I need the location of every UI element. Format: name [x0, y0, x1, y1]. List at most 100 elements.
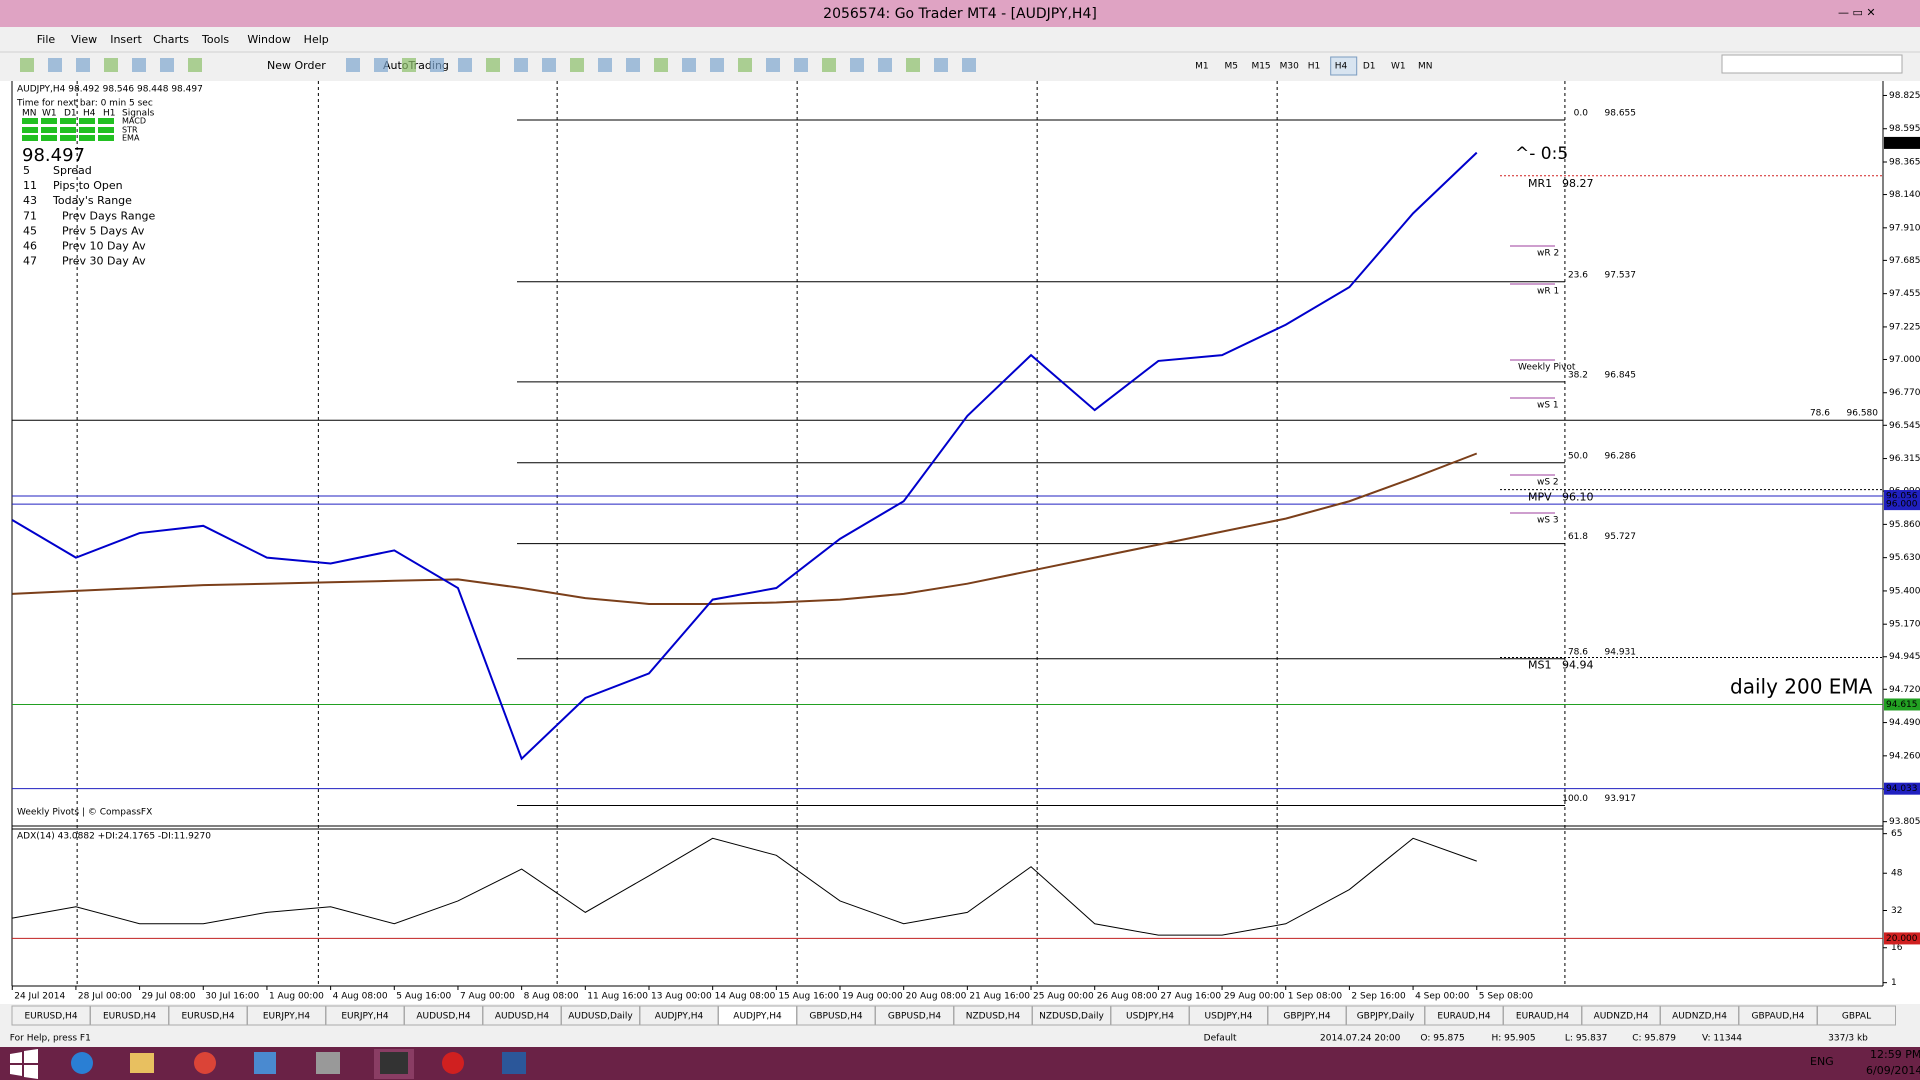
new-order-button[interactable]: New Order	[267, 59, 326, 72]
chart-tab-label[interactable]: EURAUD,H4	[1516, 1012, 1569, 1022]
timeframe-button[interactable]: H4	[1335, 62, 1348, 72]
windows-logo[interactable]	[10, 1049, 38, 1079]
toolbar-icon[interactable]	[160, 58, 174, 72]
word-icon[interactable]	[502, 1052, 526, 1074]
toolbar-icon[interactable]	[822, 58, 836, 72]
toolbar-icon[interactable]	[766, 58, 780, 72]
pivot-price: 98.27	[1562, 177, 1594, 190]
toolbar-icon[interactable]	[20, 58, 34, 72]
ie-icon[interactable]	[71, 1052, 93, 1074]
toolbar-icon[interactable]	[682, 58, 696, 72]
chart-tab-label[interactable]: GBPAL	[1842, 1012, 1871, 1022]
chart-tab-label[interactable]: EURJPY,H4	[341, 1012, 389, 1022]
toolbar-icon[interactable]	[132, 58, 146, 72]
toolbar-icon[interactable]	[738, 58, 752, 72]
timeframe-button[interactable]: W1	[1391, 62, 1406, 72]
search-box[interactable]	[1721, 54, 1903, 74]
chart-tab-label[interactable]: GBPAUD,H4	[1751, 1012, 1804, 1022]
chart-tab-label[interactable]: EURUSD,H4	[103, 1012, 156, 1022]
signal-cell	[98, 127, 114, 133]
menu-item[interactable]: View	[71, 33, 97, 46]
timeframe-button[interactable]: M30	[1280, 62, 1299, 72]
toolbar-icon[interactable]	[710, 58, 724, 72]
y-tick-label: 97.000	[1889, 355, 1920, 365]
toolbar-icon[interactable]	[486, 58, 500, 72]
chart-tab-label[interactable]: AUDUSD,H4	[495, 1012, 550, 1022]
toolbar-icon[interactable]	[374, 58, 388, 72]
info-timer: Time for next bar: 0 min 5 sec	[16, 99, 153, 109]
chart-tab-label[interactable]: AUDUSD,Daily	[568, 1012, 633, 1022]
signal-cell	[79, 127, 95, 133]
explorer-icon[interactable]	[130, 1053, 154, 1073]
chart-tab-label[interactable]: GBPUSD,H4	[809, 1012, 862, 1022]
x-tick-label: 20 Aug 08:00	[906, 992, 967, 1002]
toolbar-icon[interactable]	[878, 58, 892, 72]
timeframe-button[interactable]: MN	[1418, 62, 1433, 72]
menu-item[interactable]: Window	[247, 33, 290, 46]
toolbar-icon[interactable]	[598, 58, 612, 72]
window-controls[interactable]: — ▭ ✕	[1838, 6, 1876, 19]
menu-item[interactable]: Tools	[201, 33, 229, 46]
menu-item[interactable]: Help	[304, 33, 329, 46]
fib-level-label: 0.0	[1574, 109, 1589, 119]
chart-tab-label[interactable]: USDJPY,H4	[1126, 1012, 1174, 1022]
toolbar-icon[interactable]	[626, 58, 640, 72]
timeframe-button[interactable]: M1	[1195, 62, 1209, 72]
chart-tab-label[interactable]: AUDNZD,H4	[1594, 1012, 1649, 1022]
weekly-pivot-label: wR 2	[1537, 249, 1559, 259]
toolbar-icon[interactable]	[48, 58, 62, 72]
toolbar-icon[interactable]	[906, 58, 920, 72]
menu-item[interactable]: Charts	[153, 33, 189, 46]
chart-tab-label[interactable]: EURAUD,H4	[1437, 1012, 1490, 1022]
timeframe-button[interactable]: M5	[1225, 62, 1239, 72]
mt4-icon[interactable]	[380, 1052, 408, 1074]
chart-tab-label[interactable]: NZDUSD,H4	[966, 1012, 1021, 1022]
price-marker-label: 94.033	[1886, 784, 1918, 794]
toolbar-icon[interactable]	[570, 58, 584, 72]
chrome-icon[interactable]	[194, 1052, 216, 1074]
chart-tab-label[interactable]: EURUSD,H4	[181, 1012, 234, 1022]
toolbar-icon[interactable]	[458, 58, 472, 72]
x-tick-label: 25 Aug 00:00	[1033, 992, 1094, 1002]
timeframe-button[interactable]: H1	[1308, 62, 1321, 72]
toolbar-icon[interactable]	[346, 58, 360, 72]
chart-tab-label[interactable]: AUDJPY,H4	[733, 1012, 782, 1022]
x-tick-label: 7 Aug 00:00	[460, 992, 515, 1002]
toolbar-icon[interactable]	[542, 58, 556, 72]
chart-tab-label[interactable]: GBPUSD,H4	[888, 1012, 941, 1022]
app-icon[interactable]	[316, 1052, 340, 1074]
toolbar-icon[interactable]	[934, 58, 948, 72]
app-icon[interactable]	[442, 1052, 464, 1074]
chart-tab-label[interactable]: USDJPY,H4	[1205, 1012, 1253, 1022]
toolbar-icon[interactable]	[794, 58, 808, 72]
timeframe-button[interactable]: D1	[1363, 62, 1376, 72]
chart-tab-label[interactable]: AUDJPY,H4	[655, 1012, 704, 1022]
chart-tab-label[interactable]: NZDUSD,Daily	[1039, 1012, 1104, 1022]
chart-tab-label[interactable]: EURJPY,H4	[263, 1012, 311, 1022]
toolbar-icon[interactable]	[402, 58, 416, 72]
app-icon[interactable]	[254, 1052, 276, 1074]
toolbar-icon[interactable]	[850, 58, 864, 72]
chart-tab-label[interactable]: AUDUSD,H4	[416, 1012, 471, 1022]
chart-tab-label[interactable]: EURUSD,H4	[24, 1012, 77, 1022]
price-marker	[1884, 136, 1920, 149]
stat-value: 43	[23, 194, 37, 207]
signal-cell	[79, 135, 95, 141]
timeframe-button[interactable]: M15	[1251, 62, 1270, 72]
toolbar-icon[interactable]	[188, 58, 202, 72]
menu-item[interactable]: File	[37, 33, 56, 46]
toolbar-icon[interactable]	[654, 58, 668, 72]
chart-window	[0, 81, 1920, 1004]
toolbar-icon[interactable]	[76, 58, 90, 72]
menu-item[interactable]: Insert	[110, 33, 142, 46]
toolbar-icon[interactable]	[514, 58, 528, 72]
chart-tab-label[interactable]: GBPJPY,Daily	[1357, 1012, 1415, 1022]
toolbar-icon[interactable]	[104, 58, 118, 72]
chart-tab[interactable]	[1817, 1005, 1896, 1026]
chart-tab-label[interactable]: AUDNZD,H4	[1672, 1012, 1727, 1022]
chart-tab-label[interactable]: GBPJPY,H4	[1283, 1012, 1331, 1022]
toolbar-icon[interactable]	[430, 58, 444, 72]
toolbar-icon[interactable]	[962, 58, 976, 72]
y-tick-label: 97.225	[1889, 322, 1920, 332]
